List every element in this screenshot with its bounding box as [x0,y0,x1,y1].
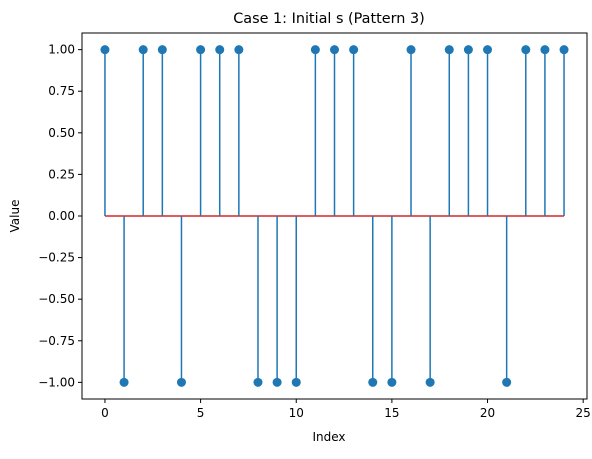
x-tick-label: 20 [480,406,495,420]
y-tick-label: −0.25 [38,251,75,265]
data-point [444,45,454,55]
y-tick-label: 1.00 [48,43,75,57]
data-point [559,45,569,55]
data-point [234,45,244,55]
data-point [330,45,339,55]
y-axis: −1.00 −0.75 −0.50 −0.25 0.00 0.25 0.50 0.75 1.00 [38,43,82,389]
y-tick-label: 0.75 [48,84,75,98]
data-point [502,377,512,387]
data-point [387,377,397,387]
y-tick-label: 0.25 [48,167,75,181]
data-point [291,377,301,387]
data-point [157,45,167,55]
data-point [119,377,129,387]
data-point [196,45,206,55]
markers-layer [100,45,569,387]
y-tick-label: 0.50 [48,126,75,140]
y-tick-label: −1.00 [38,375,75,389]
x-tick-label: 25 [576,406,591,420]
data-point [483,45,493,55]
x-axis-label: Index [312,430,345,444]
data-point [215,45,225,55]
data-point [176,377,186,387]
x-tick-label: 5 [197,406,205,420]
data-point [521,45,531,55]
x-tick-label: 0 [101,406,109,420]
data-point [463,45,473,55]
y-tick-label: 0.00 [48,209,75,223]
data-point [406,45,416,55]
y-axis-label: Value [8,200,22,233]
data-point [349,45,359,55]
data-point [425,377,435,387]
x-tick-label: 10 [289,406,304,420]
x-axis: 0 5 10 15 20 25 [101,399,591,420]
x-tick-label: 15 [384,406,399,420]
stems-layer [104,49,565,383]
y-tick-label: −0.50 [38,292,75,306]
data-point [540,45,550,55]
data-point [100,45,110,55]
data-point [138,45,148,55]
chart-title: Case 1: Initial s (Pattern 3) [233,11,425,27]
data-point [310,45,320,55]
data-point [272,377,282,387]
data-point [368,377,378,387]
y-tick-label: −0.75 [38,334,75,348]
data-point [253,377,263,387]
